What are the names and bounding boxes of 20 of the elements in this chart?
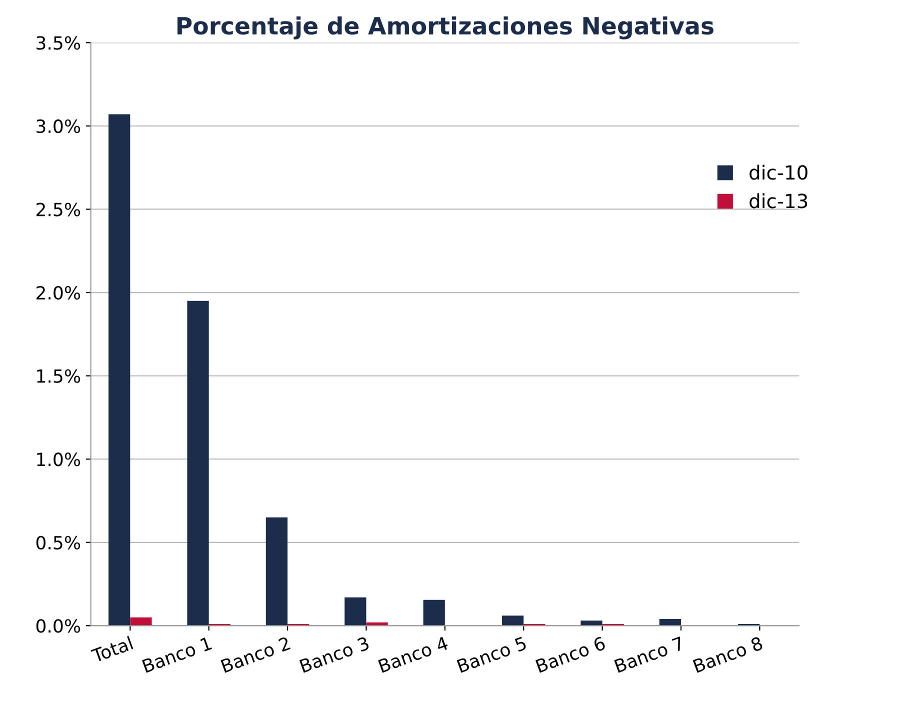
y-tick-label: 1.0% — [37, 452, 80, 466]
x-tick-label: Banco 7 — [614, 636, 684, 673]
x-tick-label: Banco 4 — [378, 636, 449, 673]
y-tick-label: 3.0% — [36, 119, 80, 134]
x-tick-label: Total — [90, 636, 134, 663]
x-tick-label: Banco 8 — [692, 636, 764, 673]
legend-label: dic-10 — [750, 164, 808, 180]
x-tick-label: Banco 2 — [220, 636, 291, 673]
x-tick-label: Banco 3 — [299, 636, 370, 673]
x-tick-label: Banco 6 — [535, 636, 606, 673]
y-tick-label: 2.0% — [36, 286, 80, 300]
y-tick-label: 0.5% — [36, 536, 80, 550]
y-tick-label: 1.5% — [37, 369, 80, 383]
x-tick-label: Banco 1 — [142, 636, 212, 673]
y-tick-label: 2.5% — [36, 202, 80, 216]
x-tick-label: Banco 5 — [456, 636, 527, 673]
y-tick-label: 0.0% — [36, 619, 80, 633]
legend-label: dic-13 — [750, 193, 808, 208]
y-tick-label: 3.5% — [36, 36, 80, 50]
chart-title: Porcentaje de Amortizaciones Negativas — [177, 16, 714, 40]
